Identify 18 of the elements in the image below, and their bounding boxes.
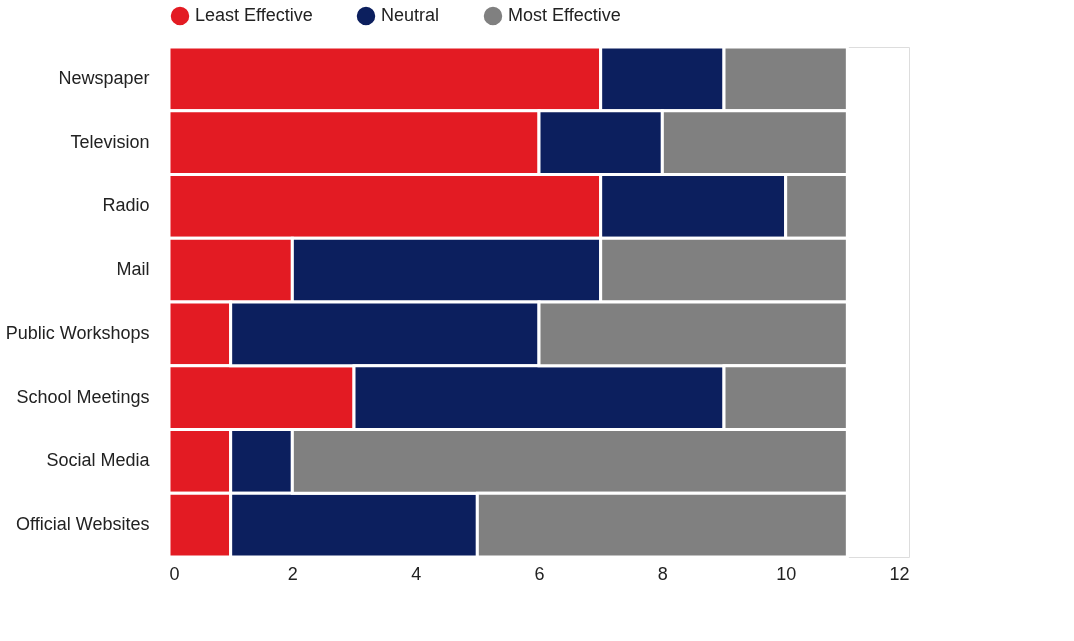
x-tick-label: 8	[657, 563, 668, 584]
y-tick-label: School Meetings	[16, 386, 150, 407]
x-tick-label: 12	[889, 563, 910, 584]
y-tick-label: Social Media	[46, 450, 151, 471]
x-tick-label: 2	[287, 563, 298, 584]
x-tick-label: 0	[169, 563, 180, 584]
legend-label: Neutral	[381, 5, 440, 25]
x-tick-label: 10	[776, 563, 797, 584]
legend-label: Least Effective	[195, 5, 313, 25]
x-tick-label: 6	[534, 563, 545, 584]
y-tick-label: Mail	[116, 259, 150, 280]
y-tick-label: Official Websites	[16, 514, 150, 535]
y-tick-label: Radio	[102, 195, 150, 216]
x-tick-label: 4	[411, 563, 422, 584]
y-tick-label: Television	[70, 131, 150, 152]
legend-label: Most Effective	[508, 5, 621, 25]
y-tick-label: Public Workshops	[5, 322, 150, 343]
y-tick-label: Newspaper	[58, 67, 150, 88]
